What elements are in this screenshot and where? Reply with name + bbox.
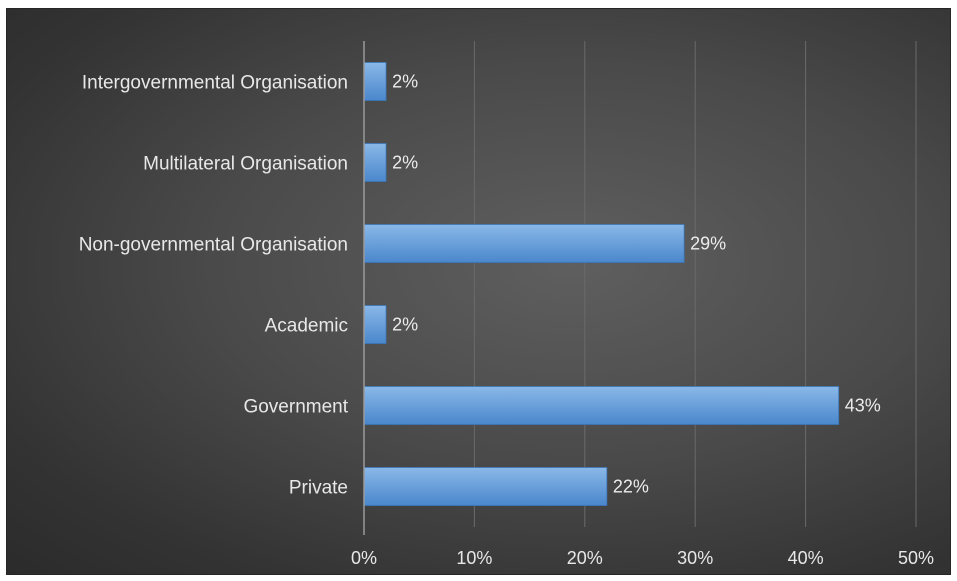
x-tick-label: 10% bbox=[456, 548, 492, 568]
category-labels: Intergovernmental Organisation Multilater… bbox=[79, 73, 349, 499]
gridlines bbox=[473, 41, 917, 527]
category-label: Multilateral Organisation bbox=[143, 154, 348, 175]
data-label: 2% bbox=[392, 153, 418, 173]
category-label: Intergovernmental Organisation bbox=[82, 73, 348, 94]
data-label: 43% bbox=[845, 396, 881, 416]
bar-chart: Intergovernmental Organisation Multilater… bbox=[79, 41, 934, 568]
data-label: 29% bbox=[690, 234, 726, 254]
data-labels: 2% 2% 29% 2% 43% 22% bbox=[392, 72, 881, 497]
x-tick-labels: 0% 10% 20% 30% 40% 50% bbox=[351, 548, 934, 568]
bar bbox=[363, 467, 608, 506]
category-label: Government bbox=[243, 397, 348, 418]
x-tick-label: 20% bbox=[567, 548, 603, 568]
bar bbox=[363, 224, 685, 263]
bar bbox=[363, 62, 387, 101]
category-label: Non-governmental Organisation bbox=[79, 235, 348, 256]
bars bbox=[363, 62, 840, 506]
chart-frame: Intergovernmental Organisation Multilater… bbox=[6, 8, 951, 575]
data-label: 2% bbox=[392, 315, 418, 335]
data-label: 22% bbox=[613, 477, 649, 497]
x-tick-label: 50% bbox=[898, 548, 934, 568]
bar bbox=[363, 386, 840, 425]
x-tick-label: 30% bbox=[677, 548, 713, 568]
x-tick-label: 40% bbox=[788, 548, 824, 568]
bar bbox=[363, 305, 387, 344]
bar bbox=[363, 143, 387, 182]
category-label: Academic bbox=[265, 316, 348, 337]
data-label: 2% bbox=[392, 72, 418, 92]
category-label: Private bbox=[289, 478, 348, 499]
x-tick-label: 0% bbox=[351, 548, 377, 568]
